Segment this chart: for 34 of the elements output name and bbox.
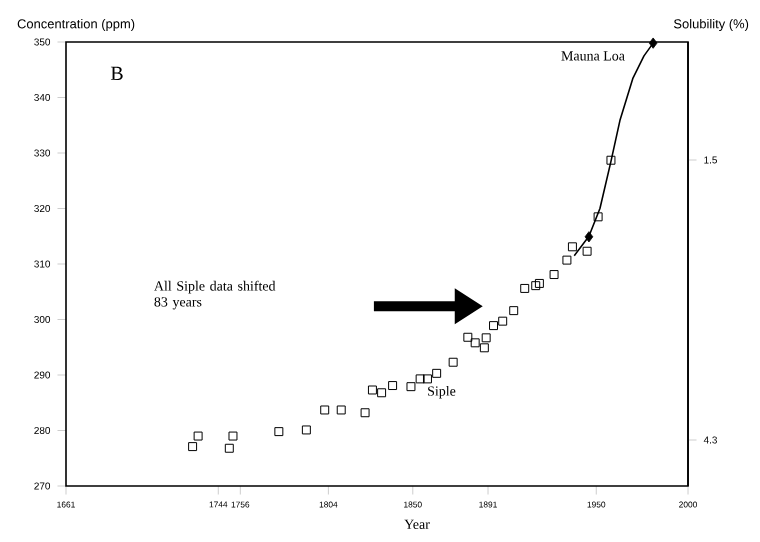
point	[228, 431, 238, 441]
point	[463, 332, 473, 342]
point	[549, 270, 559, 280]
point	[274, 427, 284, 437]
point	[562, 255, 572, 265]
point	[432, 368, 442, 378]
point	[377, 388, 387, 398]
point	[336, 405, 346, 415]
point	[448, 357, 458, 367]
point	[489, 321, 499, 331]
point	[520, 283, 530, 293]
point	[648, 37, 658, 49]
point	[584, 231, 594, 243]
point	[567, 242, 577, 252]
point	[498, 316, 508, 326]
point	[188, 442, 198, 452]
text: B	[110, 66, 123, 80]
point	[415, 374, 425, 384]
point	[301, 425, 311, 435]
point	[582, 246, 592, 256]
point	[388, 381, 398, 391]
point	[509, 306, 519, 316]
point	[470, 338, 480, 348]
point	[360, 408, 370, 418]
point	[606, 155, 616, 165]
point	[479, 343, 489, 353]
point	[593, 212, 603, 222]
point	[320, 405, 330, 415]
point	[422, 374, 432, 384]
point	[406, 382, 416, 392]
point	[481, 333, 491, 343]
point	[193, 431, 203, 441]
point	[224, 443, 234, 453]
point	[367, 385, 377, 395]
